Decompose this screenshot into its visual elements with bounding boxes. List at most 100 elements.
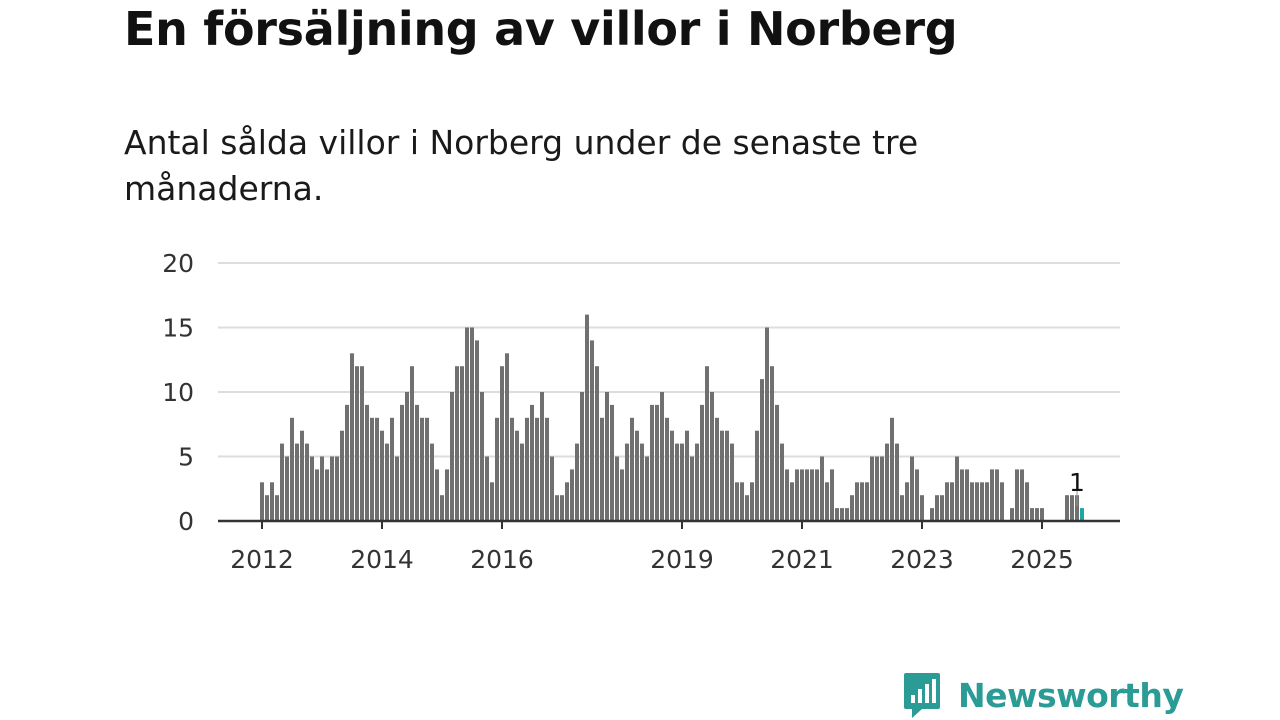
bar (655, 404, 659, 521)
annotations: 1 (1069, 468, 1085, 507)
bar (590, 340, 594, 521)
bar (755, 430, 759, 521)
bar (915, 469, 919, 521)
bar (900, 495, 904, 521)
bar (720, 430, 724, 521)
bar (640, 443, 644, 521)
highlight-bar (1080, 508, 1084, 521)
bar (880, 456, 884, 521)
bar (565, 482, 569, 521)
bar (660, 392, 664, 521)
brand-logo: Newsworthy (902, 670, 1184, 720)
bar (540, 392, 544, 521)
bar (440, 495, 444, 521)
bar (420, 417, 424, 521)
bar (940, 495, 944, 521)
bar (1000, 482, 1004, 521)
bar (560, 495, 564, 521)
bar (1025, 482, 1029, 521)
bar (760, 379, 764, 521)
x-tick-label: 2021 (770, 545, 834, 574)
bar (490, 482, 494, 521)
bar (375, 417, 379, 521)
bar (495, 417, 499, 521)
bar (500, 366, 504, 521)
bar (1020, 469, 1024, 521)
bar (575, 443, 579, 521)
bar (425, 417, 429, 521)
bar (530, 404, 534, 521)
chart-subtitle: Antal sålda villor i Norberg under de se… (124, 123, 919, 208)
bar (825, 482, 829, 521)
bar (810, 469, 814, 521)
bar (1010, 508, 1014, 521)
bar (520, 443, 524, 521)
bar (290, 417, 294, 521)
bar (1015, 469, 1019, 521)
bar (415, 404, 419, 521)
bar (850, 495, 854, 521)
bar (305, 443, 309, 521)
bar (355, 366, 359, 521)
x-tick-label: 2012 (230, 545, 294, 574)
bar (910, 456, 914, 521)
bar (280, 443, 284, 521)
bars (260, 314, 1084, 521)
bar (550, 456, 554, 521)
bar (730, 443, 734, 521)
bar (710, 392, 714, 521)
bar (330, 456, 334, 521)
y-tick-label: 10 (162, 378, 194, 407)
x-tick-label: 2023 (890, 545, 954, 574)
bar (700, 404, 704, 521)
bar (725, 430, 729, 521)
bar (1035, 508, 1039, 521)
bar (830, 469, 834, 521)
bar (580, 392, 584, 521)
bar (675, 443, 679, 521)
chart-bubble-icon (904, 673, 940, 718)
bar (705, 366, 709, 521)
bar (620, 469, 624, 521)
bar (780, 443, 784, 521)
bar (685, 430, 689, 521)
bar (300, 430, 304, 521)
bar (380, 430, 384, 521)
x-tick-label: 2019 (650, 545, 714, 574)
bar (750, 482, 754, 521)
bar (955, 456, 959, 521)
x-axis-ticks: 2012 2014 2016 2019 2021 2023 2025 (230, 521, 1074, 574)
bar (690, 456, 694, 521)
bar (535, 417, 539, 521)
bar (350, 353, 354, 521)
bar (630, 417, 634, 521)
bar (515, 430, 519, 521)
bar (745, 495, 749, 521)
bar (365, 404, 369, 521)
bar (635, 430, 639, 521)
bar (285, 456, 289, 521)
bar (335, 456, 339, 521)
bar (270, 482, 274, 521)
bar (435, 469, 439, 521)
bar (445, 469, 449, 521)
bar (1040, 508, 1044, 521)
bar (835, 508, 839, 521)
bar (715, 417, 719, 521)
bar (600, 417, 604, 521)
bar (950, 482, 954, 521)
bar (670, 430, 674, 521)
bar (615, 456, 619, 521)
bar (790, 482, 794, 521)
x-tick-label: 2025 (1010, 545, 1074, 574)
bar (325, 469, 329, 521)
bar (525, 417, 529, 521)
bar (860, 482, 864, 521)
bar (970, 482, 974, 521)
bar (610, 404, 614, 521)
bar (340, 430, 344, 521)
bar (395, 456, 399, 521)
chart-title: En försäljning av villor i Norberg (124, 2, 958, 56)
bar (905, 482, 909, 521)
bar (405, 392, 409, 521)
